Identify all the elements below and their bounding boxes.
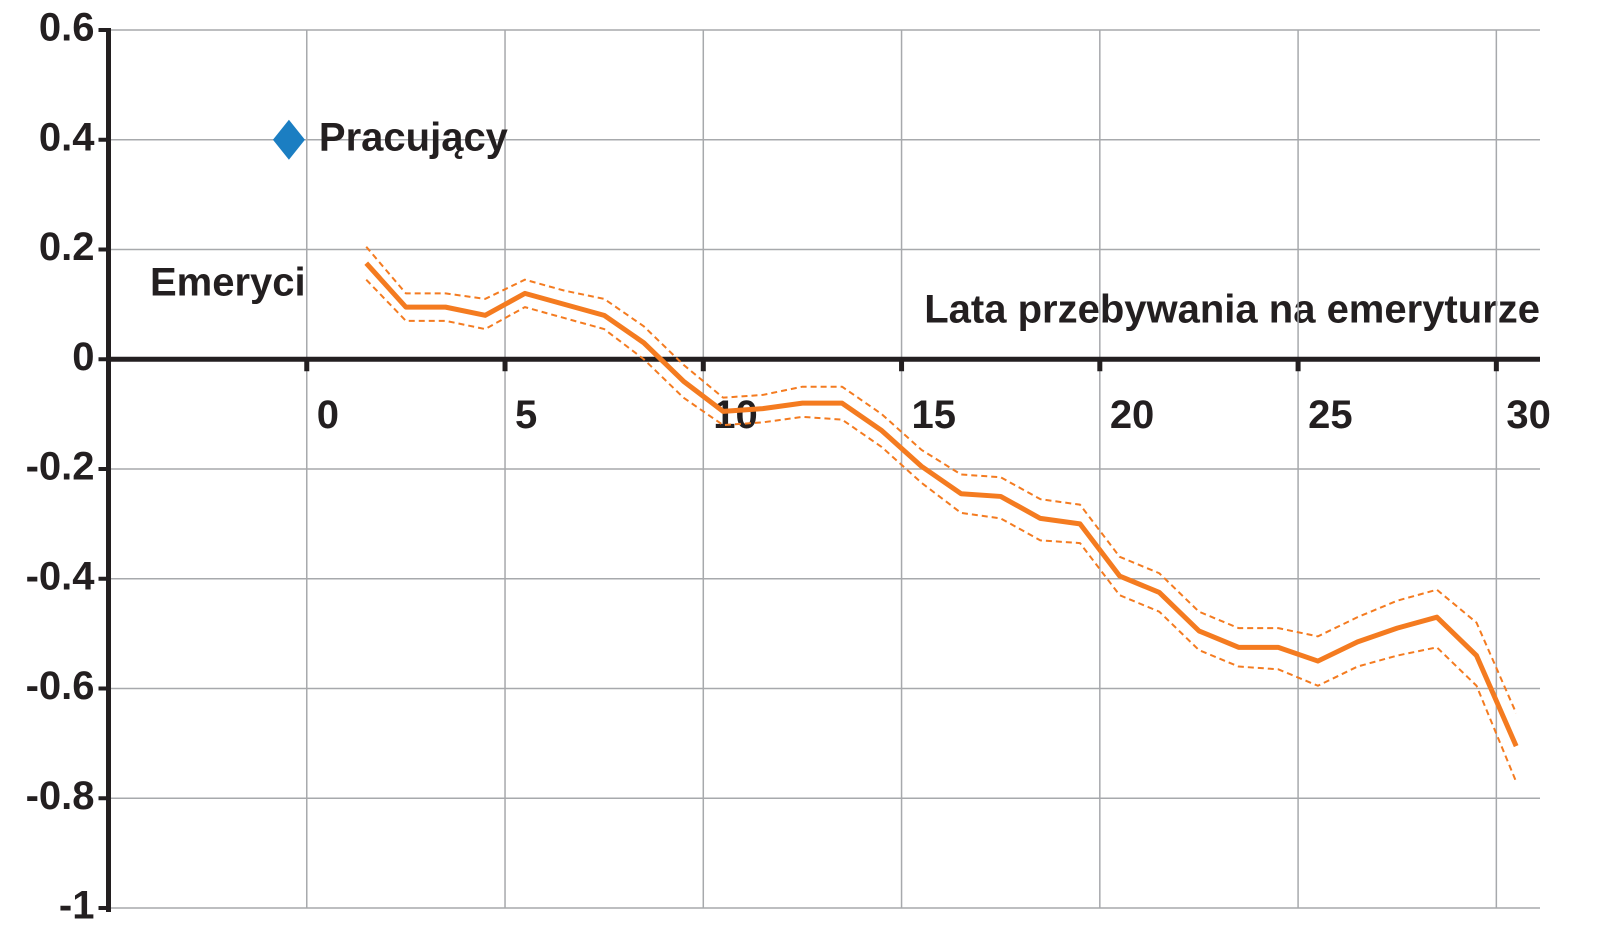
confidence-line: [365, 278, 1518, 783]
x-tick-label: 20: [1110, 393, 1155, 437]
point-label: Pracujący: [319, 115, 509, 159]
x-tick-label: 10: [713, 393, 758, 437]
x-tick-label: 0: [317, 393, 339, 437]
x-tick-label: 25: [1308, 393, 1353, 437]
x-tick-label: 5: [515, 393, 537, 437]
y-tick-label: -0.2: [26, 445, 95, 489]
y-tick-label: -0.6: [26, 664, 95, 708]
point: [272, 119, 305, 160]
x-tick-label: 15: [912, 393, 957, 437]
y-tick-label: 0.2: [39, 225, 95, 269]
x-axis-label: Lata przebywania na emeryturze: [924, 288, 1540, 332]
line: [364, 261, 1519, 748]
y-tick-label: 0: [72, 335, 94, 379]
y-tick-label: -1: [59, 884, 95, 928]
y-tick-label: -0.8: [26, 774, 95, 818]
annotation: Emeryci: [150, 261, 306, 305]
y-tick-label: 0.6: [39, 6, 95, 50]
y-tick-label: -0.4: [26, 554, 96, 598]
y-tick-label: 0.4: [39, 115, 95, 159]
x-tick-label: 30: [1506, 393, 1551, 437]
